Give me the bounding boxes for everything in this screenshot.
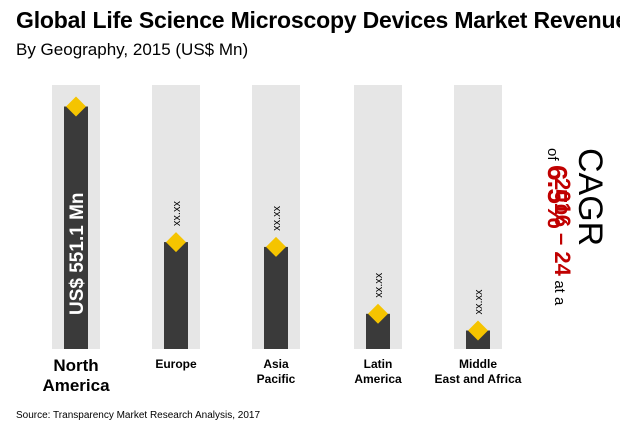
data-label: xx.xx — [473, 289, 485, 315]
bar-marker — [368, 303, 388, 324]
bar-marker — [468, 320, 488, 341]
cagr-of-text: of — [544, 148, 561, 161]
data-label: xx.xx — [271, 205, 283, 231]
bar — [64, 106, 88, 350]
chart-subtitle: By Geography, 2015 (US$ Mn) — [16, 40, 249, 59]
data-label: xx.xx — [373, 272, 385, 298]
cagr-at-a: at a — [551, 280, 568, 306]
cagr-label: CAGR — [571, 148, 609, 247]
bar-track — [454, 85, 502, 349]
bar-marker — [66, 96, 86, 117]
data-label: xx.xx — [171, 201, 183, 227]
category-label: Asia Pacific — [257, 357, 296, 386]
chart-title: Global Life Science Microscopy Devices M… — [16, 7, 620, 33]
bar — [264, 246, 288, 349]
cagr-period: 2016 – 24 — [550, 178, 575, 276]
bar-marker — [166, 232, 186, 253]
source-note: Source: Transparency Market Research Ana… — [16, 410, 261, 421]
data-label: US$ 551.1 Mn — [67, 193, 88, 316]
category-label: North America — [42, 356, 110, 395]
cagr-callout: CAGR of 6.5% 2016 – 24 at a — [542, 148, 609, 338]
bar — [164, 242, 188, 349]
category-label: Middle East and Africa — [435, 357, 522, 386]
category-label: Latin America — [354, 357, 402, 386]
bar-marker — [266, 236, 286, 257]
category-label: Europe — [155, 357, 197, 371]
